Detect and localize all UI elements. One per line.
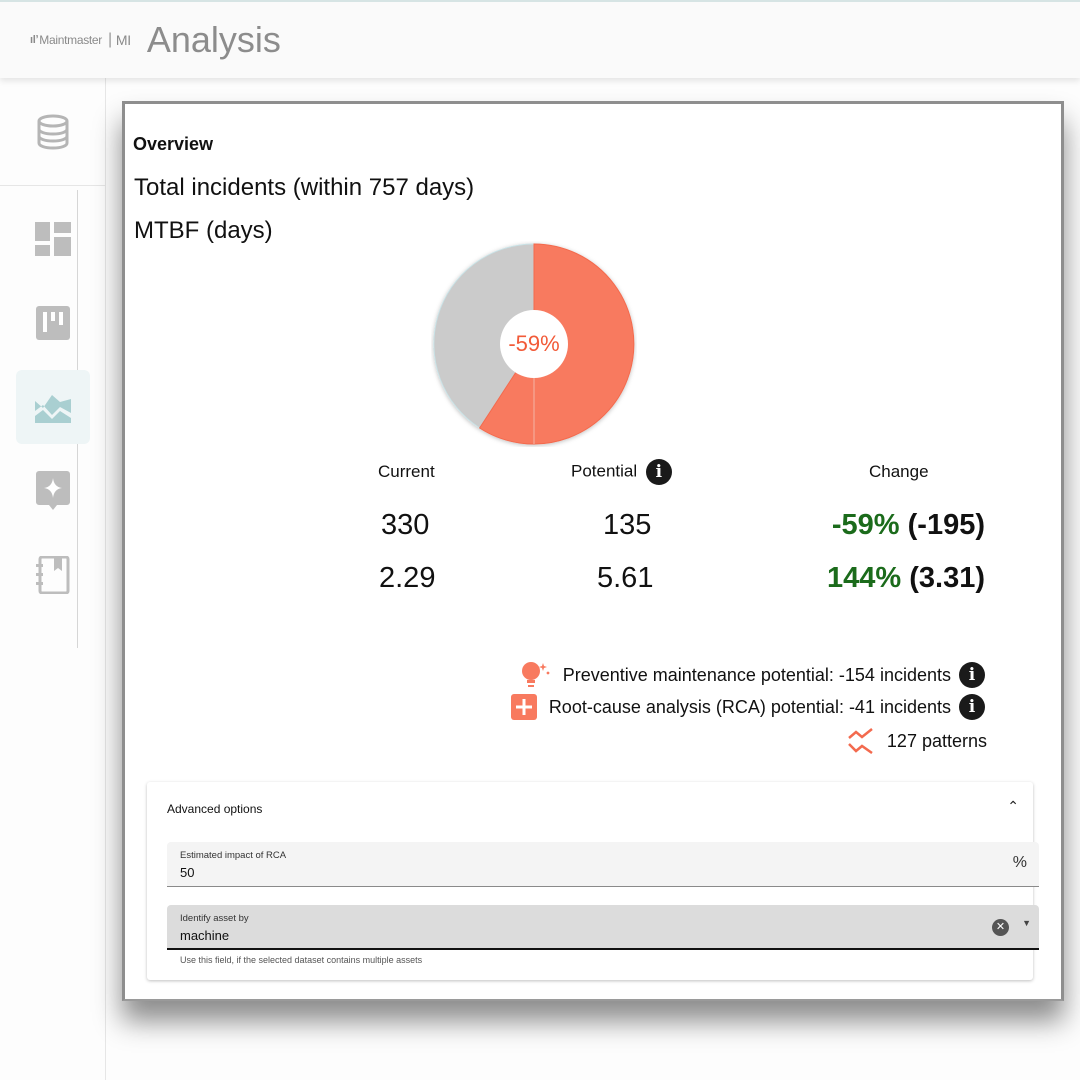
brand-logo[interactable]: ılʼ Maintmaster | MI: [30, 31, 131, 49]
column-potential: Potential i: [571, 459, 672, 485]
clear-icon[interactable]: ✕: [992, 919, 1009, 936]
donut-chart: -59%: [431, 241, 637, 447]
donut-center-label: -59%: [508, 331, 560, 356]
identify-asset-label: Identify asset by: [180, 913, 249, 924]
patterns-row: 127 patterns: [847, 728, 987, 754]
incidents-current: 330: [381, 509, 430, 541]
preventive-potential-text: Preventive maintenance potential: -154 i…: [562, 664, 951, 685]
identify-asset-hint: Use this field, if the selected dataset …: [180, 955, 423, 965]
mtbf-change-abs: (3.31): [909, 562, 985, 594]
incidents-change-pct: -59%: [831, 509, 900, 541]
sidebar-item-datasets[interactable]: [0, 78, 105, 186]
advanced-options-title[interactable]: Advanced options: [167, 802, 263, 816]
overview-card: Overview Total incidents (within 757 day…: [122, 101, 1064, 1001]
top-bar: ılʼ Maintmaster | MI Analysis: [0, 0, 1080, 78]
incidents-potential: 135: [603, 509, 652, 541]
page-title: Analysis: [146, 19, 281, 60]
sparkle-icon: [36, 471, 70, 510]
sidebar-item-insights[interactable]: [16, 454, 90, 528]
mtbf-change: 144% (3.31): [827, 562, 985, 595]
notebook-icon: [36, 556, 70, 594]
sidebar-item-analysis[interactable]: [16, 370, 90, 444]
patterns-icon: [848, 728, 873, 754]
estimated-impact-input[interactable]: 50: [180, 865, 195, 880]
dropdown-arrow-icon[interactable]: ▼: [1022, 918, 1031, 928]
mtbf-change-pct: 144%: [827, 562, 902, 594]
metric-title-mtbf: MTBF (days): [134, 217, 273, 244]
brand-divider: |: [108, 31, 112, 48]
plus-square-icon: [510, 694, 537, 720]
column-current: Current: [378, 462, 435, 481]
mtbf-potential: 5.61: [597, 562, 654, 594]
incidents-change-abs: (-195): [907, 509, 985, 541]
metric-title-incidents: Total incidents (within 757 days): [134, 174, 475, 201]
mtbf-current: 2.29: [379, 562, 436, 594]
area-chart-icon: [35, 395, 71, 423]
potential-info-icon[interactable]: i: [645, 459, 672, 485]
sidebar-item-notebook[interactable]: [16, 538, 90, 612]
identify-asset-select[interactable]: Identify asset by machine ✕ ▼: [167, 905, 1039, 950]
dashboard-icon: [35, 222, 71, 256]
column-potential-label: Potential: [571, 461, 638, 481]
patterns-text: 127 patterns: [886, 730, 987, 751]
sidebar-item-dashboard[interactable]: [16, 202, 90, 276]
column-change: Change: [869, 462, 929, 481]
chevron-up-icon[interactable]: ⌃: [1007, 798, 1019, 814]
estimated-impact-label: Estimated impact of RCA: [180, 850, 287, 861]
rca-info-icon[interactable]: i: [959, 694, 985, 720]
donut-svg: [433, 243, 635, 445]
incidents-change: -59% (-195): [832, 509, 985, 542]
percent-suffix: %: [1012, 854, 1027, 871]
brand-name: Maintmaster: [39, 33, 102, 47]
identify-asset-value[interactable]: machine: [180, 928, 230, 943]
database-icon: [37, 114, 68, 150]
advanced-options-panel: Advanced options ⌃ Estimated impact of R…: [147, 782, 1039, 980]
rca-potential-text: Root-cause analysis (RCA) potential: -41…: [548, 696, 951, 717]
kanban-icon: [36, 306, 70, 340]
estimated-impact-field[interactable]: Estimated impact of RCA 50 %: [167, 842, 1039, 887]
preventive-info-icon[interactable]: i: [959, 662, 985, 688]
rca-potential-row: Root-cause analysis (RCA) potential: -41…: [510, 694, 985, 720]
lightbulb-icon: [521, 662, 550, 687]
brand-suffix: MI: [115, 32, 131, 48]
sidebar: [0, 78, 106, 1080]
sidebar-item-board[interactable]: [16, 286, 90, 360]
maintmaster-logo-icon: ılʼ: [30, 34, 39, 46]
preventive-potential-row: Preventive maintenance potential: -154 i…: [521, 661, 985, 689]
section-title: Overview: [133, 134, 214, 154]
